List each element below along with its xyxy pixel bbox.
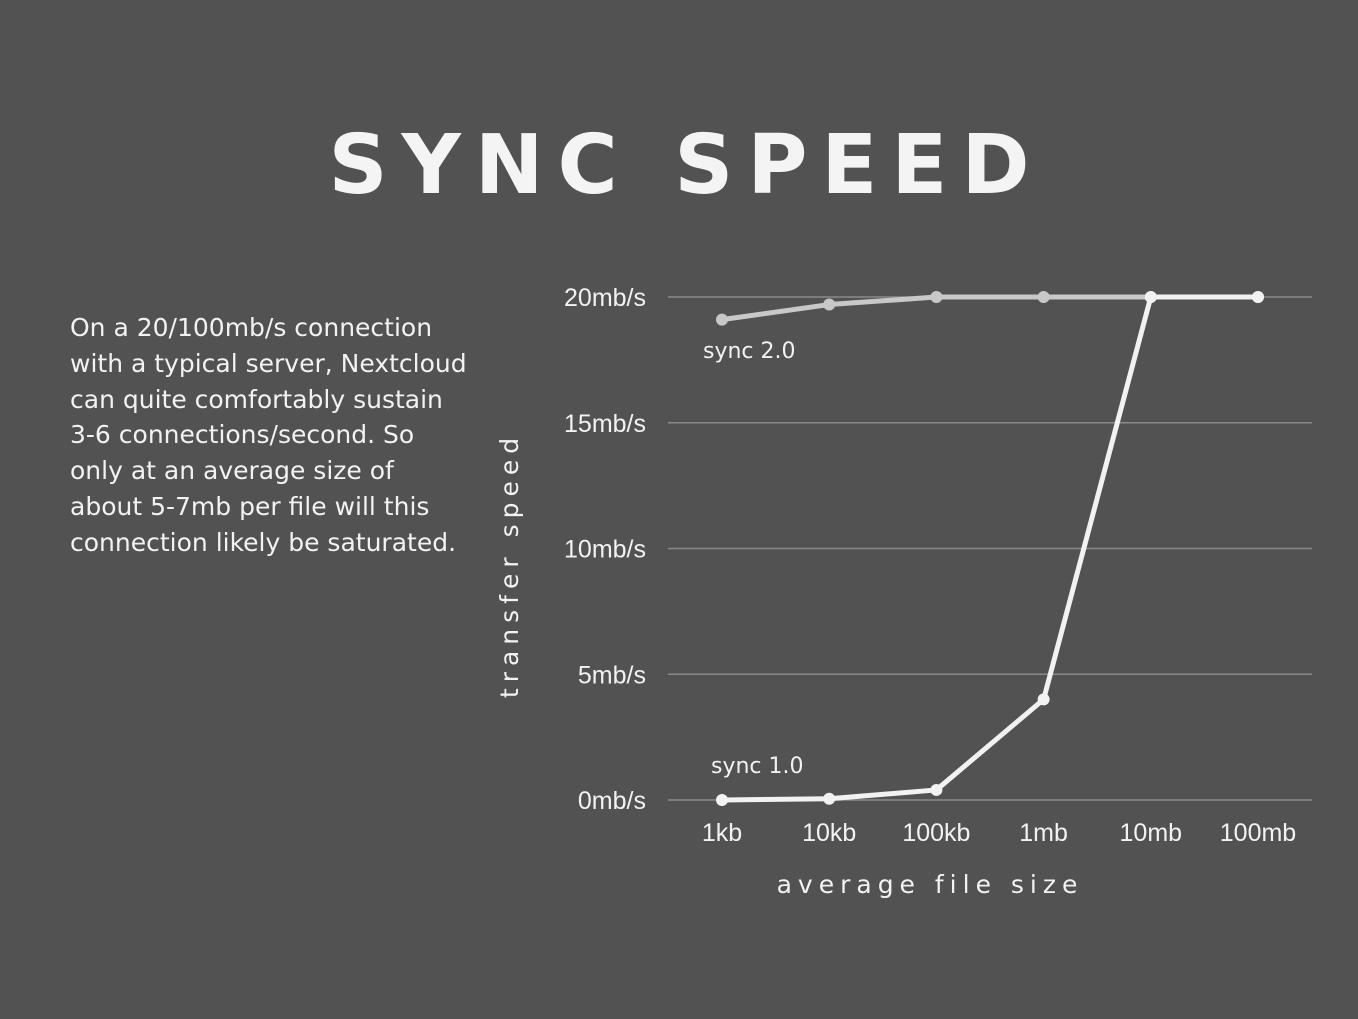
data-point — [1037, 291, 1050, 303]
y-tick-label: 5mb/s — [578, 661, 646, 689]
data-point — [716, 794, 728, 806]
x-axis-ticks: 1kb 10kb 100kb 1mb 10mb 100mb — [702, 819, 1296, 847]
data-point — [823, 298, 836, 311]
data-point — [1252, 291, 1264, 303]
x-tick-label: 100mb — [1220, 819, 1296, 847]
page-title: SYNC SPEED — [328, 118, 1044, 213]
data-point — [716, 313, 728, 326]
x-tick-label: 100kb — [902, 819, 970, 847]
series-line — [721, 294, 1258, 323]
y-tick-label: 10mb/s — [564, 536, 646, 564]
y-axis-ticks: 0mb/s 5mb/s 10mb/s 15mb/s 20mb/s — [564, 284, 646, 815]
data-point — [1144, 291, 1157, 303]
series-label: sync 1.0 — [711, 754, 804, 779]
x-tick-label: 10mb — [1120, 819, 1183, 847]
x-tick-label: 10kb — [802, 819, 856, 847]
description-text: On a 20/100mb/s connection with a typica… — [70, 313, 467, 557]
x-axis-title: average file size — [777, 870, 1084, 899]
y-axis-title: transfer speed — [495, 432, 524, 698]
series-lines: sync 2.0 sync 1.0 — [703, 291, 1264, 806]
x-tick-label: 1mb — [1019, 819, 1068, 847]
grid-lines — [668, 296, 1312, 801]
x-tick-label: 1kb — [702, 819, 742, 847]
data-point — [1037, 693, 1050, 706]
series-sync-1-0: sync 1.0 — [711, 291, 1264, 806]
y-tick-label: 20mb/s — [564, 284, 646, 312]
series-line — [721, 294, 1258, 803]
series-label: sync 2.0 — [703, 339, 796, 364]
y-tick-label: 15mb/s — [564, 410, 646, 438]
data-point — [930, 291, 943, 303]
series-sync-2-0: sync 2.0 — [703, 291, 1264, 364]
data-point — [930, 783, 943, 796]
data-point — [823, 792, 836, 805]
y-tick-label: 0mb/s — [578, 787, 646, 815]
